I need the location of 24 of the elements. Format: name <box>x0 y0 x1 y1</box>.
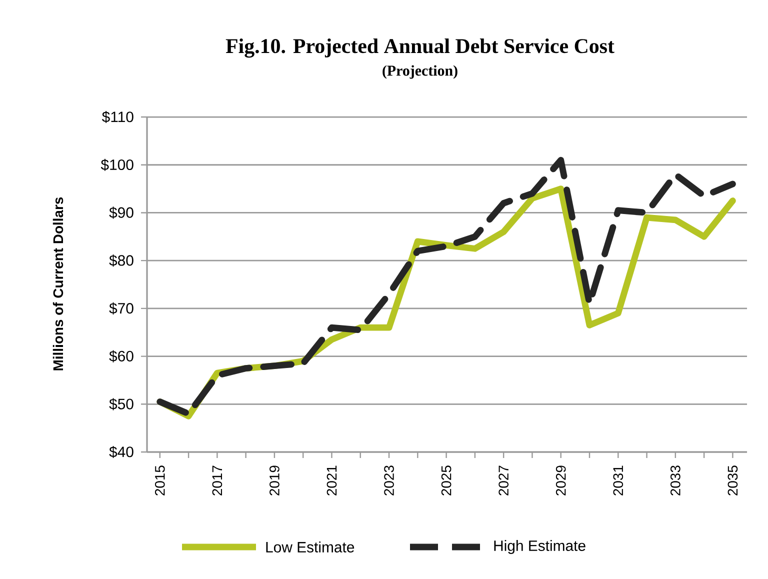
x-tick-label: 2033 <box>670 466 680 496</box>
y-tick-label: $90 <box>109 206 134 219</box>
x-tick-label: 2015 <box>154 466 165 496</box>
chart-subtitle: (Projection) <box>382 65 458 79</box>
y-tick-label: $60 <box>109 350 134 362</box>
x-tick-label: 2027 <box>498 466 509 496</box>
y-tick-label: $80 <box>109 254 134 267</box>
legend-label: High Estimate <box>494 540 586 554</box>
y-tick-label: $110 <box>102 110 134 124</box>
x-tick-label: 2019 <box>270 466 280 496</box>
x-tick-label: 2025 <box>441 466 452 496</box>
legend-label: Low Estimate <box>266 542 354 552</box>
x-tick-label: 2021 <box>326 466 337 496</box>
x-tick-label: 2029 <box>556 466 566 496</box>
y-tick-label: $100 <box>100 158 134 171</box>
chart-title: Fig.10. Projected Annual Debt Service Cost <box>226 38 614 58</box>
x-tick-label: 2017 <box>212 466 222 496</box>
y-axis-title: Millions of Current Dollars <box>52 197 64 370</box>
x-tick-label: 2035 <box>728 466 738 496</box>
y-tick-label: $70 <box>109 302 134 314</box>
y-tick-label: $40 <box>109 446 134 458</box>
x-tick-label: 2031 <box>613 466 624 496</box>
x-tick-label: 2023 <box>384 466 394 496</box>
y-tick-label: $50 <box>109 398 134 410</box>
